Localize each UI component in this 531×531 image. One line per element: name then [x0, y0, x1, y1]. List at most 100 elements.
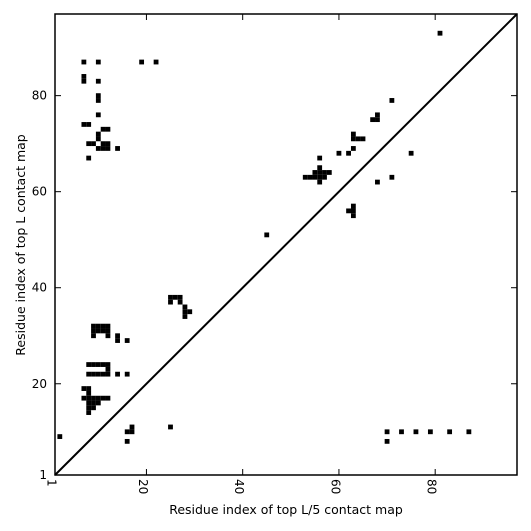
- contact-point: [350, 213, 356, 219]
- contact-point: [91, 395, 96, 401]
- contact-point: [375, 179, 380, 185]
- contact-point: [177, 299, 183, 305]
- contact-point: [105, 146, 111, 151]
- contact-point: [172, 294, 178, 300]
- contact-point: [105, 141, 111, 147]
- contact-point: [100, 328, 106, 334]
- contact-point: [187, 309, 193, 315]
- x-tick-label: 60: [328, 479, 342, 494]
- contact-point: [427, 429, 433, 435]
- contact-point: [86, 371, 92, 377]
- contact-point: [355, 136, 361, 142]
- contact-point: [302, 174, 308, 180]
- contact-point: [168, 299, 173, 305]
- contact-point: [317, 179, 323, 185]
- contact-point: [105, 333, 111, 339]
- contact-point: [86, 395, 92, 401]
- contact-point: [86, 362, 92, 367]
- y-tick-label: 40: [32, 281, 47, 295]
- contact-point: [95, 371, 101, 377]
- contact-point: [307, 174, 313, 180]
- contact-point: [139, 59, 145, 65]
- contact-point: [100, 395, 106, 401]
- contact-point: [86, 410, 92, 415]
- contact-point: [317, 170, 323, 175]
- contact-point: [168, 294, 173, 300]
- x-tick-label: 40: [232, 479, 246, 494]
- contact-point: [413, 429, 419, 435]
- contact-point: [86, 155, 92, 161]
- contact-point: [437, 30, 443, 36]
- contact-point: [95, 112, 101, 118]
- contact-point: [375, 117, 380, 123]
- contact-point: [389, 98, 395, 103]
- contact-point: [129, 424, 135, 430]
- contact-point: [124, 371, 130, 377]
- contact-point: [81, 386, 87, 391]
- contact-point: [86, 386, 92, 391]
- x-tick-label: 20: [136, 479, 150, 494]
- contact-point: [95, 323, 101, 329]
- contact-point: [389, 174, 395, 180]
- contact-point: [326, 170, 332, 175]
- contact-point: [86, 122, 92, 127]
- contact-point: [81, 78, 87, 84]
- contact-point: [81, 395, 87, 401]
- contact-point: [105, 328, 111, 334]
- contact-point: [360, 136, 366, 142]
- contact-point: [105, 126, 111, 132]
- contact-point: [182, 314, 188, 319]
- y-tick-label: 60: [32, 185, 47, 199]
- contact-point: [350, 136, 356, 142]
- contact-point: [182, 304, 188, 310]
- contact-point: [346, 150, 351, 156]
- contact-point: [81, 74, 87, 79]
- contact-point: [168, 424, 173, 430]
- contact-point: [91, 405, 96, 411]
- contact-point: [124, 438, 130, 444]
- contact-point: [95, 400, 101, 406]
- contact-point: [91, 371, 96, 377]
- contact-point: [350, 203, 356, 209]
- contact-point: [100, 146, 106, 151]
- contact-point: [105, 371, 111, 377]
- contact-point: [105, 366, 111, 372]
- contact-point: [86, 405, 92, 411]
- contact-point: [81, 59, 87, 65]
- contact-point: [153, 59, 159, 65]
- contact-point: [346, 208, 351, 214]
- contact-point: [95, 131, 101, 137]
- contact-point: [81, 122, 87, 127]
- contact-point: [86, 400, 92, 406]
- contact-point: [408, 150, 414, 156]
- contact-point: [105, 395, 111, 401]
- diagonal-line: [54, 13, 518, 476]
- contact-point: [91, 400, 96, 406]
- contact-point: [100, 371, 106, 377]
- contact-point: [115, 371, 120, 377]
- contact-point: [91, 323, 96, 329]
- contact-point: [86, 390, 92, 396]
- contact-point: [350, 208, 356, 214]
- contact-point: [399, 429, 404, 435]
- contact-point: [100, 141, 106, 147]
- contact-point: [182, 309, 188, 315]
- contact-point: [375, 112, 380, 118]
- contact-point: [317, 155, 323, 161]
- contact-point: [95, 78, 101, 84]
- contact-point: [384, 429, 390, 435]
- contact-point: [317, 165, 323, 171]
- contact-point: [91, 328, 96, 334]
- contact-point: [115, 146, 120, 151]
- y-tick-label: 80: [32, 89, 47, 103]
- y-axis-label: Residue index of top L contact map: [13, 134, 28, 355]
- contact-point: [95, 362, 101, 367]
- contact-point: [95, 136, 101, 142]
- contact-point: [95, 328, 101, 334]
- x-tick-label: 1: [45, 479, 59, 487]
- contact-point: [91, 141, 96, 147]
- contact-point: [95, 93, 101, 99]
- contact-point: [100, 362, 106, 367]
- x-axis-ticks: 1 20 40 60 80: [45, 14, 439, 494]
